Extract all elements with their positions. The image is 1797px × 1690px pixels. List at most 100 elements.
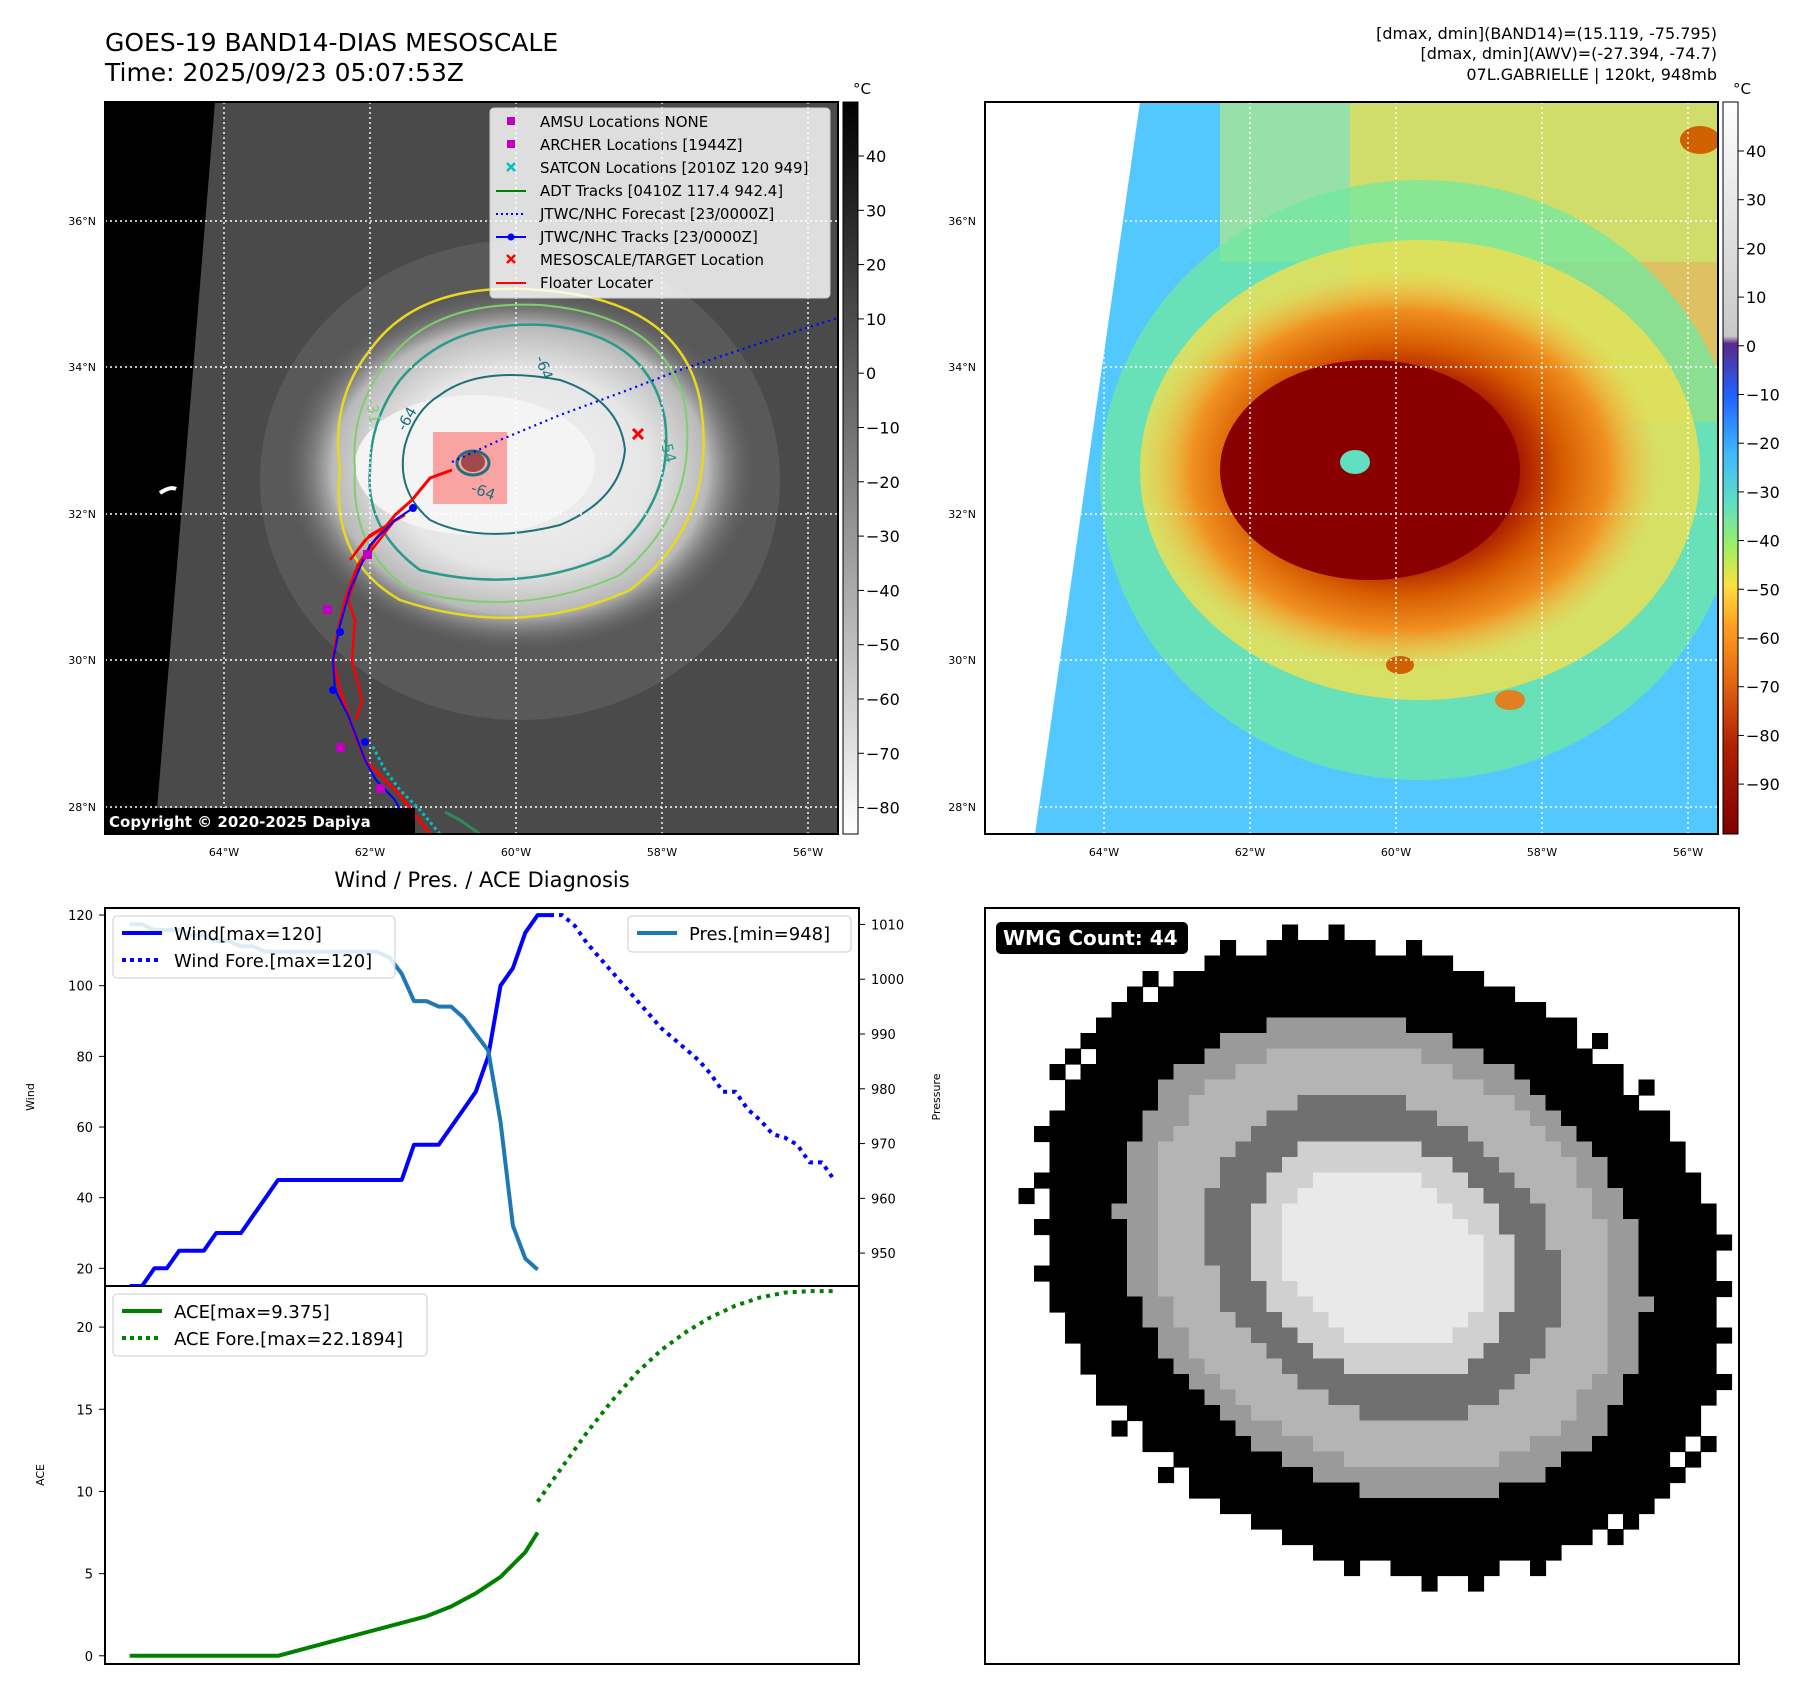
wmg-cell xyxy=(1189,971,1206,988)
wmg-cell xyxy=(1266,1110,1283,1127)
wmg-cell xyxy=(1282,1467,1299,1484)
wmg-cell xyxy=(1390,1420,1407,1437)
wmg-cell xyxy=(1049,1250,1066,1267)
contour-inner xyxy=(401,374,627,535)
wmg-cell xyxy=(1483,986,1500,1003)
wmg-cell xyxy=(1421,1343,1438,1360)
wmg-cell xyxy=(1468,1420,1485,1437)
wmg-cell xyxy=(1080,1188,1097,1205)
wmg-cell xyxy=(1297,1405,1314,1422)
wmg-cell xyxy=(1266,1451,1283,1468)
wmg-cell xyxy=(1096,1296,1113,1313)
wmg-cell xyxy=(1654,1110,1671,1127)
wmg-cell xyxy=(1096,1064,1113,1081)
wmg-cell xyxy=(1313,1513,1330,1530)
wmg-cell xyxy=(1080,1033,1097,1050)
wmg-cell xyxy=(1530,1110,1547,1127)
wmg-cell xyxy=(1235,1405,1252,1422)
wmg-cell xyxy=(1344,1513,1361,1530)
wmg-cell xyxy=(1065,1296,1082,1313)
wmg-cell xyxy=(1096,1141,1113,1158)
wmg-cell xyxy=(1514,1033,1531,1050)
wmg-cell xyxy=(1390,1405,1407,1422)
contour-label-4: -54 xyxy=(656,436,680,464)
wmg-cell xyxy=(1607,1327,1624,1344)
wmg-cell xyxy=(1623,1234,1640,1251)
legend-symbol-0 xyxy=(507,117,515,125)
color-tick-5: −10 xyxy=(1746,386,1780,405)
wmg-cell xyxy=(1607,1250,1624,1267)
wmg-cell xyxy=(1452,1451,1469,1468)
wmg-cell xyxy=(1344,1048,1361,1065)
wmg-cell xyxy=(1654,1188,1671,1205)
lon-labels-left: 64°W 62°W 60°W 58°W 56°W xyxy=(209,846,823,859)
wmg-cell xyxy=(1530,1529,1547,1546)
wmg-cell xyxy=(1127,1002,1144,1019)
wmg-cell xyxy=(1483,1157,1500,1174)
wmg-cell xyxy=(1313,1265,1330,1282)
wmg-cell xyxy=(1251,1420,1268,1437)
wmg-cell xyxy=(1561,1141,1578,1158)
wmg-cell xyxy=(1437,1002,1454,1019)
wmg-cell xyxy=(1127,1234,1144,1251)
wmg-cell xyxy=(1452,1560,1469,1577)
wmg-cell xyxy=(1127,1389,1144,1406)
wmg-cell xyxy=(1328,1312,1345,1329)
wmg-cell xyxy=(1251,1017,1268,1034)
wmg-cell xyxy=(1406,955,1423,972)
wmg-cell xyxy=(1530,1095,1547,1112)
wmg-cell xyxy=(1189,1327,1206,1344)
wmg-cell xyxy=(1204,1389,1221,1406)
wmg-cell xyxy=(1654,1482,1671,1499)
wmg-cell xyxy=(1297,1296,1314,1313)
wmg-cell xyxy=(1096,1172,1113,1189)
target-marker xyxy=(631,427,645,441)
wmg-cell xyxy=(1049,1234,1066,1251)
wmg-cell xyxy=(1142,1389,1159,1406)
wmg-cell xyxy=(1282,1141,1299,1158)
wmg-cell xyxy=(1607,1451,1624,1468)
wmg-cell xyxy=(1592,1343,1609,1360)
wmg-cell xyxy=(1483,1343,1500,1360)
wmg-cell xyxy=(1468,1327,1485,1344)
wmg-cell xyxy=(1344,1110,1361,1127)
wmg-cell xyxy=(1297,1389,1314,1406)
wmg-cell xyxy=(1297,1172,1314,1189)
wmg-cell xyxy=(1344,1157,1361,1174)
wmg-cell xyxy=(1251,1374,1268,1391)
wmg-cell xyxy=(1468,1358,1485,1375)
wmg-cell xyxy=(1220,1172,1237,1189)
wmg-cell xyxy=(1499,1126,1516,1143)
wmg-cell xyxy=(1406,1374,1423,1391)
wmg-cell xyxy=(1251,1110,1268,1127)
wmg-cell xyxy=(1282,924,1299,941)
legend-label-3: ADT Tracks [0410Z 117.4 942.4] xyxy=(540,182,783,200)
contour-label-5: -31 xyxy=(362,398,384,425)
wmg-cell xyxy=(1251,1498,1268,1515)
wmg-cell xyxy=(1483,1110,1500,1127)
wmg-cell xyxy=(1080,1296,1097,1313)
wmg-cell xyxy=(1158,986,1175,1003)
wmg-cell xyxy=(1390,1110,1407,1127)
wmg-cell xyxy=(1266,1358,1283,1375)
wmg-cell xyxy=(1592,1296,1609,1313)
wmg-cell xyxy=(1638,1126,1655,1143)
wmg-cell xyxy=(1654,1405,1671,1422)
wmg-cell xyxy=(1654,1126,1671,1143)
wmg-cell xyxy=(1142,1126,1159,1143)
wmg-cell xyxy=(1173,1265,1190,1282)
wmg-cell xyxy=(1638,1482,1655,1499)
wmg-cell xyxy=(1328,1405,1345,1422)
wmg-cell xyxy=(1437,1513,1454,1530)
wmg-cell xyxy=(1158,1389,1175,1406)
wmg-cell xyxy=(1406,1265,1423,1282)
wmg-cell xyxy=(1452,1157,1469,1174)
wmg-cell xyxy=(1576,1405,1593,1422)
wmg-cell xyxy=(1700,1389,1717,1406)
wmg-cell xyxy=(1235,1281,1252,1298)
wmg-cell xyxy=(1142,1203,1159,1220)
wmg-cell xyxy=(1266,1389,1283,1406)
wmg-cell xyxy=(1499,1296,1516,1313)
wmg-cell xyxy=(1483,1374,1500,1391)
